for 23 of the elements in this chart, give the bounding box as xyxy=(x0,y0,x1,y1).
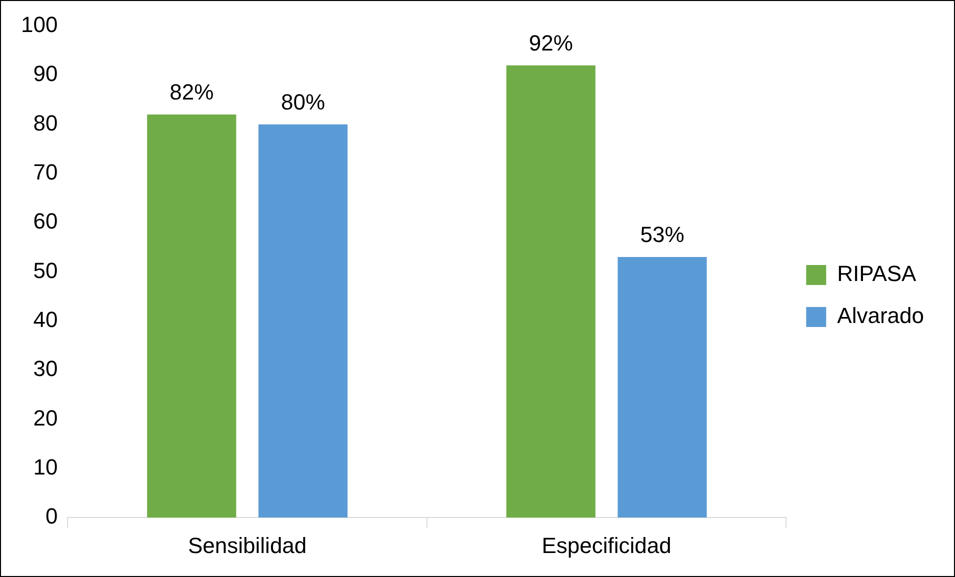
y-tick-label: 50 xyxy=(33,258,58,283)
y-tick-label: 10 xyxy=(33,454,58,480)
data-label: 82% xyxy=(170,80,214,105)
y-tick-label: 100 xyxy=(20,12,58,38)
data-label: 53% xyxy=(640,222,684,248)
x-tick-label: Sensibilidad xyxy=(188,532,307,558)
data-label: 80% xyxy=(280,89,326,114)
y-tick-label: 0 xyxy=(45,504,58,529)
legend-label: Alvarado xyxy=(837,303,924,328)
y-tick-label: 40 xyxy=(33,307,58,332)
bar xyxy=(506,65,596,518)
x-tick-label: Especificidad xyxy=(542,532,672,558)
bar xyxy=(258,124,348,518)
bar xyxy=(618,257,707,518)
bar xyxy=(147,114,236,518)
data-label: 92% xyxy=(528,30,573,56)
y-tick-label: 60 xyxy=(33,208,58,234)
y-tick-label: 20 xyxy=(33,405,58,430)
y-tick-label: 80 xyxy=(33,110,58,136)
y-tick-label: 90 xyxy=(33,61,58,86)
legend-label: RIPASA xyxy=(837,261,917,286)
y-tick-label: 70 xyxy=(33,160,58,185)
y-tick-label: 30 xyxy=(33,356,58,382)
